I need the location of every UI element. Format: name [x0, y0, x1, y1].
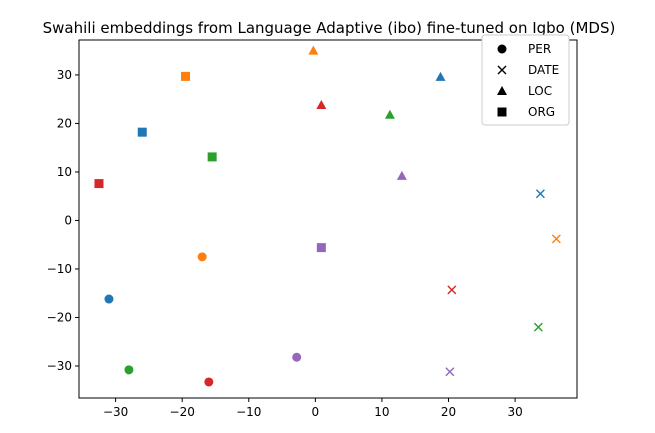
data-point-x	[551, 234, 561, 244]
data-point-x	[533, 322, 543, 332]
legend-label: LOC	[528, 84, 552, 98]
y-tick-label: 30	[57, 68, 72, 82]
y-tick-label: −20	[47, 310, 72, 324]
data-point-square	[137, 127, 147, 137]
legend-label: ORG	[528, 105, 555, 119]
y-tick-label: −10	[47, 262, 72, 276]
data-point-circle	[104, 294, 114, 304]
y-tick-label: 10	[57, 165, 72, 179]
data-point-triangle	[435, 71, 446, 81]
data-point-square	[316, 243, 326, 253]
x-tick-label: 30	[507, 405, 522, 419]
y-axis: −30 −20 −10 0 10 20 30	[47, 68, 79, 373]
data-point-x	[445, 367, 455, 377]
data-point-triangle	[384, 109, 395, 119]
x-axis: −30 −20 −10 0 10 20 30	[103, 398, 523, 419]
data-point-square	[181, 71, 191, 81]
plot-area	[78, 39, 578, 399]
x-tick-label: 0	[312, 405, 320, 419]
y-tick-label: 0	[64, 213, 72, 227]
data-point-circle	[124, 365, 134, 375]
legend-marker-x	[497, 65, 507, 75]
y-tick-label: −30	[47, 359, 72, 373]
x-tick-label: −20	[170, 405, 195, 419]
x-tick-label: 20	[441, 405, 456, 419]
data-point-circle	[204, 377, 214, 387]
chart-title: Swahili embeddings from Language Adaptiv…	[43, 19, 616, 37]
legend-label: PER	[528, 42, 551, 56]
data-points	[94, 45, 561, 387]
data-point-square	[207, 152, 217, 162]
data-point-triangle	[396, 170, 407, 180]
legend-marker-circle	[497, 44, 507, 54]
data-point-circle	[197, 252, 207, 262]
legend: PER DATE LOC ORG	[481, 34, 570, 126]
data-point-x	[535, 189, 545, 199]
x-tick-label: −30	[103, 405, 128, 419]
legend-marker-square	[497, 107, 507, 117]
legend-box	[481, 34, 570, 126]
legend-marker-triangle	[497, 86, 507, 95]
data-point-square	[94, 179, 104, 189]
y-tick-label: 20	[57, 116, 72, 130]
x-tick-label: 10	[374, 405, 389, 419]
x-tick-label: −10	[236, 405, 261, 419]
data-point-circle	[292, 352, 302, 362]
data-point-x	[447, 285, 457, 295]
legend-label: DATE	[528, 63, 559, 77]
data-point-triangle	[308, 45, 319, 55]
data-point-triangle	[316, 100, 327, 110]
